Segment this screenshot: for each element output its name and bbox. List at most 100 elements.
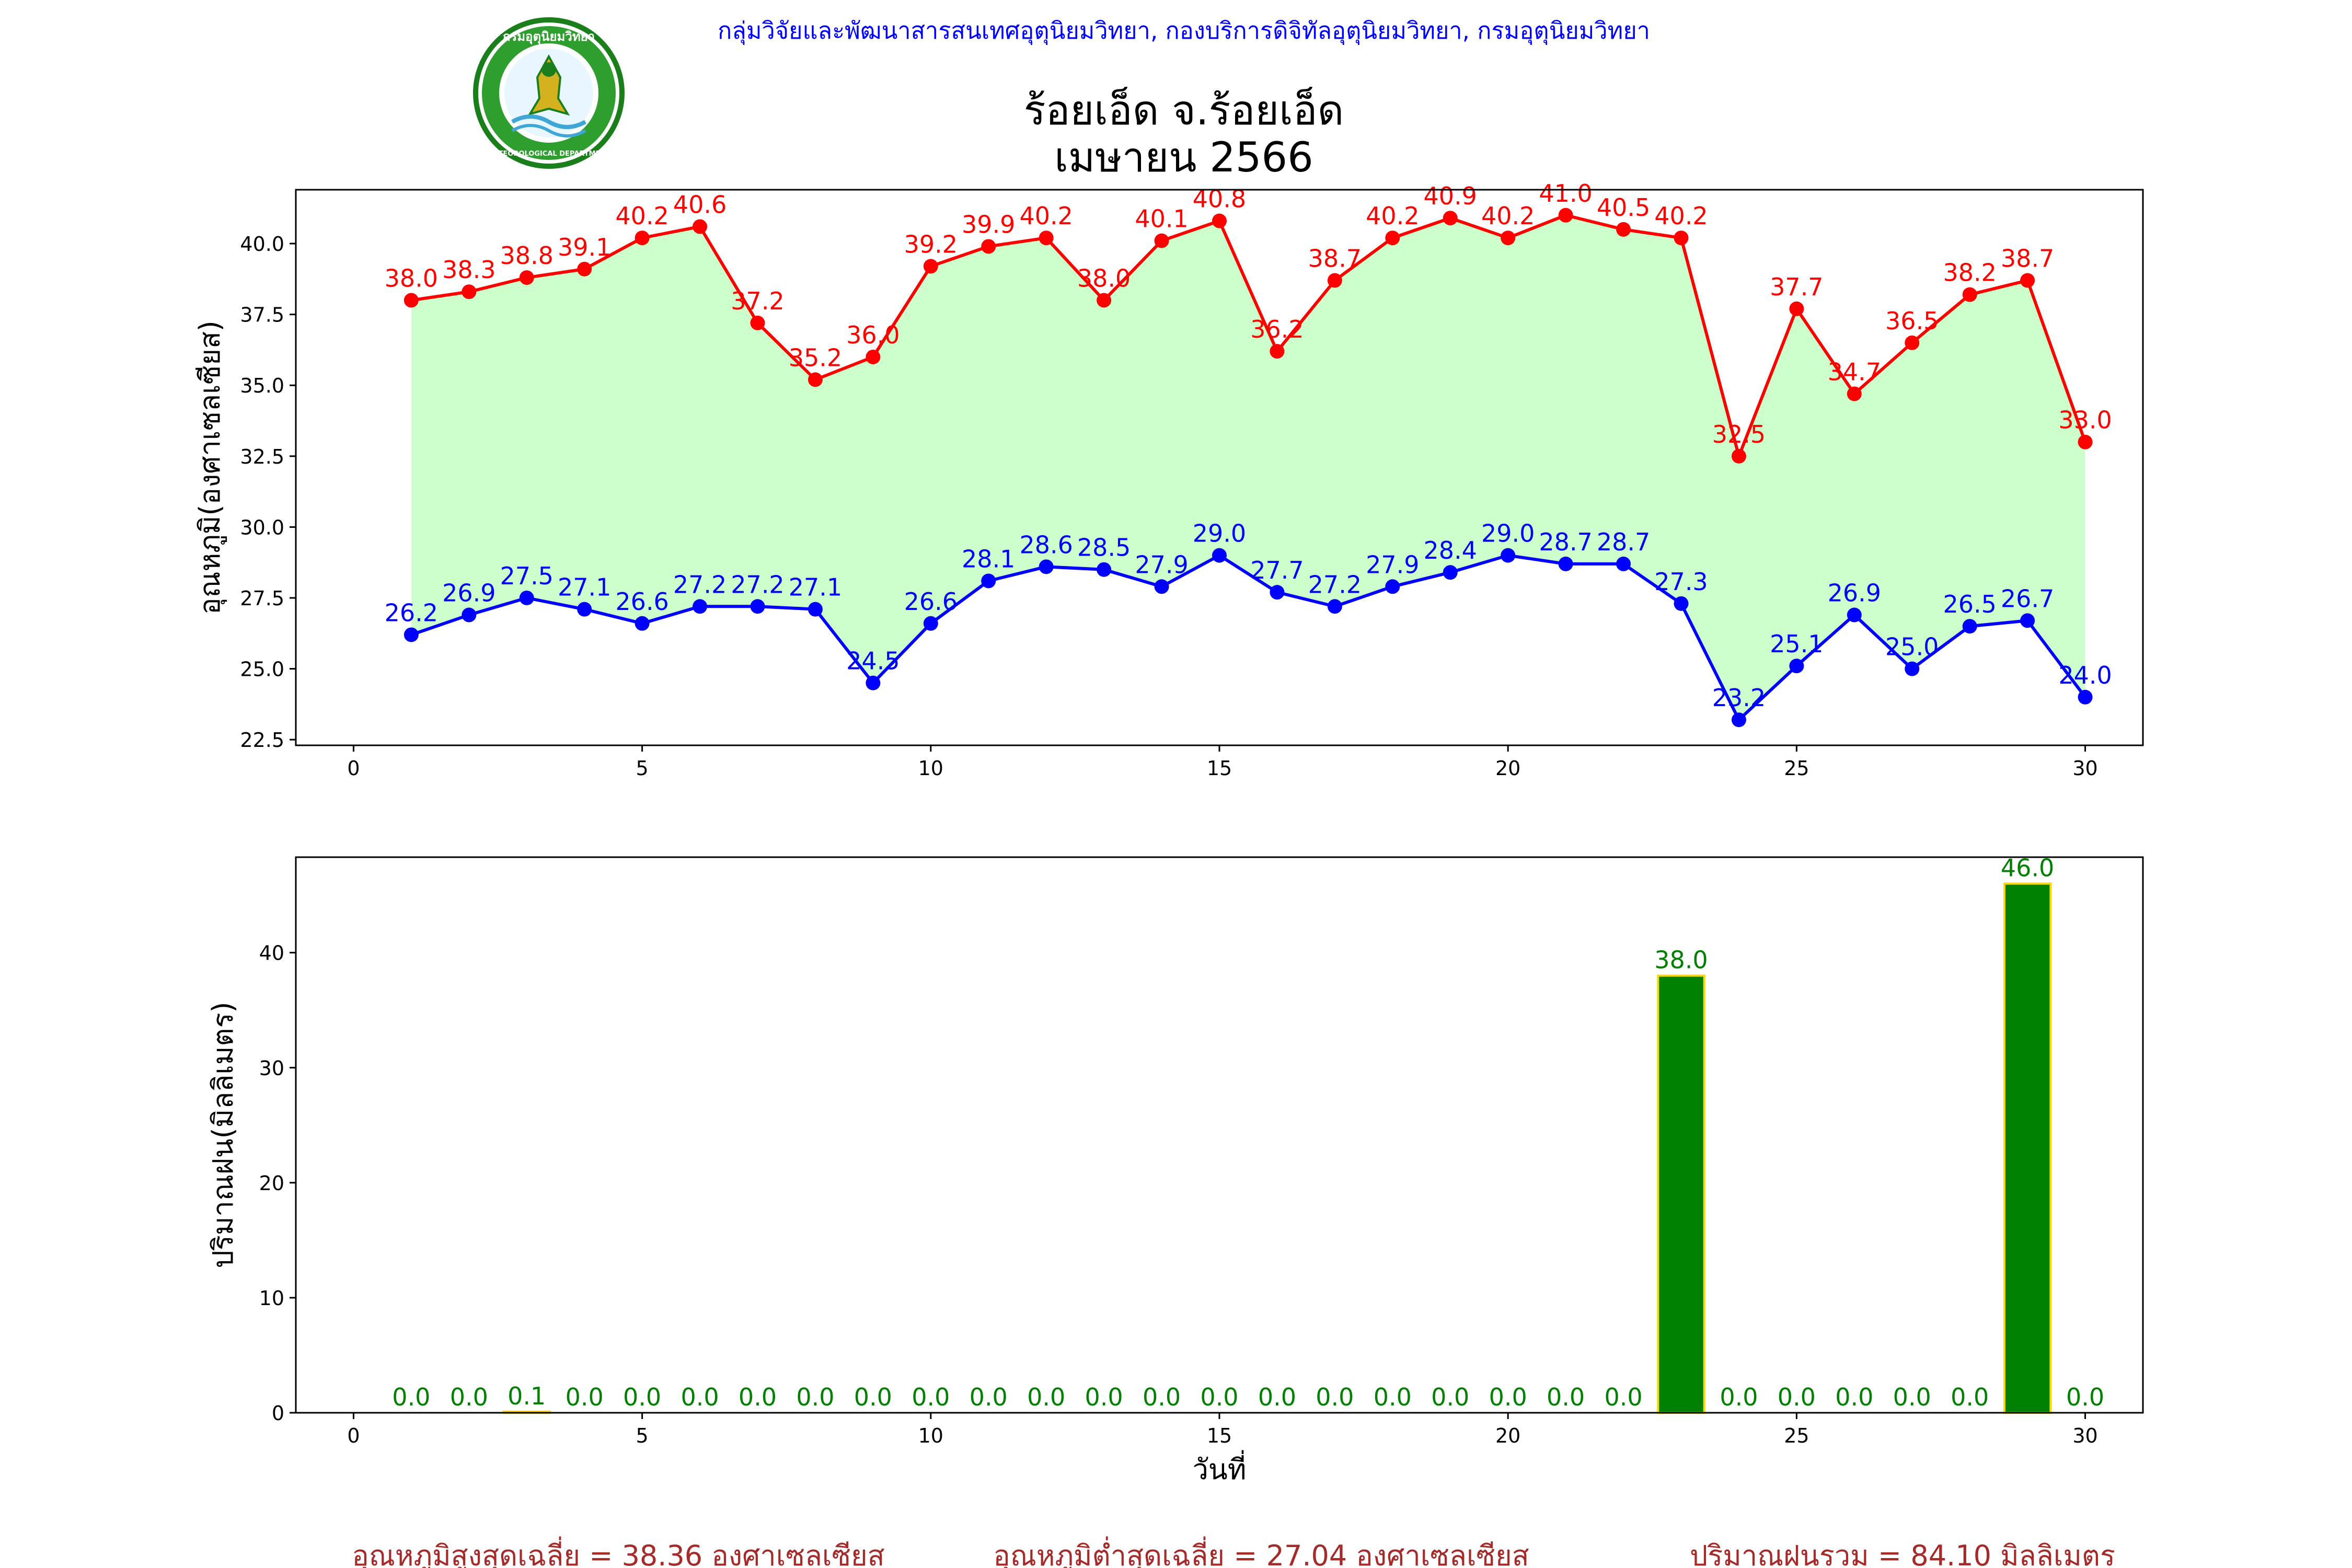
min-temperature-label: 27.1: [789, 573, 842, 602]
max-temperature-point: [981, 239, 996, 254]
y-tick-label: 27.5: [240, 587, 284, 610]
max-temperature-label: 38.7: [1308, 245, 1362, 273]
min-temperature-point: [1905, 661, 1920, 676]
rainfall-label: 0.0: [1374, 1383, 1412, 1411]
max-temperature-point: [1385, 230, 1400, 246]
min-temperature-label: 27.2: [673, 570, 727, 598]
min-temperature-point: [923, 616, 938, 631]
footer-avg-min: อุณหภูมิต่ำสุดเฉลี่ย = 27.04 องศาเซลเซีย…: [993, 1536, 1529, 1568]
rainfall-bar: [1657, 974, 1705, 1414]
max-temperature-label: 32.5: [1712, 420, 1766, 448]
rainfall-label: 0.0: [1316, 1383, 1354, 1411]
rainfall-label: 38.0: [1654, 946, 1708, 974]
max-temperature-label: 40.5: [1597, 193, 1650, 222]
max-temperature-point: [923, 259, 938, 274]
max-temperature-point: [1905, 335, 1920, 350]
logo-subtext: METEOROLOGICAL DEPARTMENT: [487, 150, 611, 158]
footer-total-rain: ปริมาณฝนรวม = 84.10 มิลลิเมตร: [1690, 1539, 2115, 1568]
x-tick-label: 15: [1207, 757, 1232, 780]
min-temperature-point: [866, 675, 881, 690]
max-temperature-label: 38.3: [442, 256, 495, 284]
max-temperature-points: [403, 207, 2093, 464]
min-temperature-point: [693, 599, 708, 614]
min-temperature-point: [2078, 689, 2093, 705]
rainfall-label: 0.0: [2066, 1383, 2104, 1411]
x-tick-label: 0: [347, 757, 360, 780]
min-temperature-label: 27.1: [558, 573, 611, 602]
min-temperature-label: 24.5: [846, 647, 900, 675]
max-temperature-label: 40.1: [1135, 205, 1188, 233]
max-temperature-label: 40.2: [1366, 202, 1419, 230]
rainfall-label: 0.0: [1200, 1383, 1238, 1411]
max-temperature-label: 40.2: [1654, 202, 1708, 230]
max-temperature-point: [1327, 273, 1342, 288]
min-temperature-labels: 26.226.927.5 27.126.627.2 27.2 27.124.526.6…: [385, 520, 2112, 712]
y-tick-label: 30.0: [240, 516, 284, 539]
temperature-chart: 0 5 10 15 20 25 30 22.5 25.0 27.5 30.0 32.5 35.0 37.5…: [193, 179, 2144, 780]
max-temperature-label: 39.2: [904, 230, 958, 258]
min-temperature-label: 26.2: [385, 598, 438, 627]
min-temperature-point: [1674, 596, 1689, 611]
rainfall-label: 0.0: [854, 1383, 892, 1411]
x-tick-label: 25: [1784, 1424, 1809, 1447]
x-tick-label: 25: [1784, 757, 1809, 780]
max-temperature-label: 41.0: [1539, 179, 1592, 207]
max-temperature-label: 40.9: [1424, 182, 1477, 210]
rainfall-y-axis-label: ปริมาณฝน(มิลลิเมตร): [206, 1002, 239, 1269]
organization-header: กลุ่มวิจัยและพัฒนาสารสนเทศอุตุนิยมวิทยา,…: [718, 17, 1650, 45]
max-temperature-point: [1616, 222, 1631, 237]
temperature-axis-ticks: 0 5 10 15 20 25 30 22.5 25.0 27.5 30.0 32.5 35.0 37.5…: [240, 233, 2097, 780]
max-temperature-point: [808, 372, 823, 387]
min-temperature-label: 28.7: [1597, 528, 1650, 556]
max-temperature-label: 38.0: [1077, 264, 1131, 293]
min-temperature-point: [1385, 579, 1400, 594]
min-temperature-label: 28.5: [1077, 534, 1131, 562]
rainfall-label: 0.0: [623, 1383, 661, 1411]
max-temperature-point: [519, 270, 534, 285]
rainfall-label: 0.0: [1951, 1383, 1989, 1411]
rainfall-label: 0.1: [508, 1382, 546, 1410]
rainfall-label: 0.0: [1778, 1383, 1816, 1411]
x-tick-label: 20: [1495, 1424, 1520, 1447]
min-temperature-label: 24.0: [2058, 661, 2112, 689]
min-temperature-label: 29.0: [1193, 520, 1246, 548]
max-temperature-label: 40.2: [1019, 202, 1073, 230]
max-temperature-label: 35.2: [789, 343, 842, 372]
footer-avg-max: อุณหภูมิสูงสุดเฉลี่ย = 38.36 องศาเซลเซีย…: [352, 1536, 884, 1568]
max-temperature-point: [1270, 344, 1285, 359]
max-temperature-label: 37.7: [1770, 273, 1823, 301]
min-temperature-label: 25.0: [1885, 633, 1939, 661]
max-temperature-label: 36.5: [1885, 307, 1939, 335]
rainfall-label: 0.0: [1835, 1383, 1873, 1411]
max-temperature-point: [866, 349, 881, 364]
max-temperature-point: [2078, 434, 2093, 449]
y-tick-label: 35.0: [240, 374, 284, 397]
y-tick-label: 25.0: [240, 658, 284, 681]
rainfall-label: 0.0: [912, 1383, 950, 1411]
max-temperature-label: 40.6: [673, 191, 727, 219]
min-temperature-label: 23.2: [1712, 684, 1766, 712]
max-temperature-labels: 38.0 38.338.8 39.140.2 40.637.235.236.039.2…: [385, 179, 2112, 448]
x-tick-label: 0: [347, 1424, 360, 1447]
min-temperature-points: [403, 548, 2093, 728]
min-temperature-label: 26.5: [1943, 590, 1996, 618]
min-temperature-point: [1731, 712, 1746, 728]
max-temperature-point: [1674, 230, 1689, 246]
rainfall-plot-frame: [295, 856, 2144, 1414]
min-temperature-label: 25.1: [1770, 630, 1823, 658]
min-temperature-point: [2020, 613, 2035, 628]
rainfall-label: 46.0: [2001, 854, 2054, 882]
min-temperature-label: 28.7: [1539, 528, 1592, 556]
min-temperature-point: [1847, 607, 1862, 622]
y-tick-label: 20: [259, 1172, 284, 1195]
logo: กรมอุตุนิยมวิทยา METEOROLOGICAL DEPARTME…: [473, 17, 625, 169]
min-temperature-point: [1616, 556, 1631, 571]
min-temperature-point: [1039, 559, 1054, 574]
min-temperature-label: 26.6: [904, 587, 958, 616]
rainfall-bar: [2003, 882, 2052, 1414]
min-temperature-point: [1212, 548, 1227, 563]
min-temperature-label: 26.6: [615, 587, 668, 616]
min-temperature-point: [1962, 619, 1977, 634]
rainfall-labels: 0.0 0.0 0.1 0.0 0.0 0.0 0.0 0.0 0.0 0.0 0.0 0.0 0.0 0…: [392, 854, 2104, 1411]
